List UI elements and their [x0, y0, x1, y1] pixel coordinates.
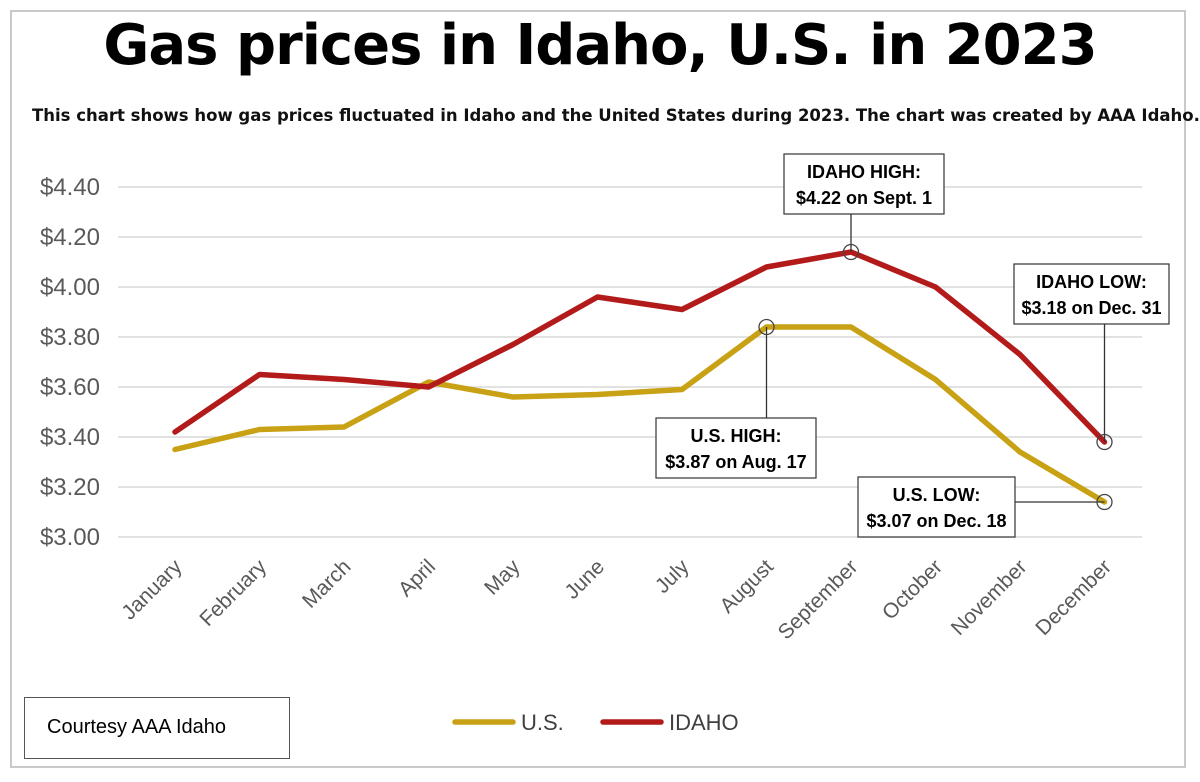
x-tick-label: March [298, 555, 356, 613]
courtesy-box: Courtesy AAA Idaho [24, 697, 290, 759]
y-tick-label: $3.40 [40, 424, 100, 451]
x-tick-label: April [394, 555, 440, 601]
x-tick-label: December [1031, 555, 1116, 640]
annotation-box [1013, 263, 1170, 325]
annotation-line2: $3.18 on Dec. 31 [1021, 298, 1161, 318]
x-tick-label: May [480, 555, 525, 600]
x-axis-ticks: January February March April May June July Augu… [117, 555, 1116, 644]
annotation-line1: IDAHO LOW: [1036, 272, 1147, 292]
y-tick-label: $4.20 [40, 224, 100, 251]
y-tick-label: $3.60 [40, 374, 100, 401]
x-tick-label: November [947, 555, 1032, 640]
annotation-line2: $4.22 on Sept. 1 [796, 188, 932, 208]
gridlines [118, 186, 1142, 538]
y-tick-label: $3.20 [40, 474, 100, 501]
chart-title: Gas prices in Idaho, U.S. in 2023 [103, 13, 1097, 78]
series-lines [172, 249, 1108, 505]
x-tick-label: July [651, 555, 694, 598]
chart-subtitle: This chart shows how gas prices fluctuat… [32, 106, 1200, 125]
x-tick-label: January [117, 555, 186, 624]
y-tick-label: $3.80 [40, 324, 100, 351]
y-tick-label: $3.00 [40, 524, 100, 551]
x-tick-label: February [195, 555, 271, 631]
annotation-box [783, 153, 945, 215]
annotation-marker [758, 318, 775, 336]
y-tick-label: $4.40 [40, 174, 100, 201]
annotation-box [857, 476, 1016, 538]
x-tick-label: September [774, 555, 863, 644]
y-tick-label: $4.00 [40, 274, 100, 301]
x-tick-label: August [716, 555, 779, 618]
annotation-line1: U.S. LOW: [893, 485, 981, 505]
annotation-box [655, 417, 817, 479]
series-line-idaho [172, 249, 1108, 445]
annotation-line1: IDAHO HIGH: [807, 162, 921, 182]
annotation-line2: $3.07 on Dec. 18 [866, 511, 1006, 531]
x-tick-label: June [561, 555, 609, 603]
legend-label: U.S. [521, 710, 564, 735]
y-axis-ticks: $3.00 $3.20 $3.40 $3.60 $3.80 $4.00 $4.20 $4.40 [40, 174, 100, 551]
legend-label: IDAHO [669, 710, 739, 735]
annotation-line1: U.S. HIGH: [690, 426, 781, 446]
annotations: IDAHO HIGH: $4.22 on Sept. 1 IDAHO LOW: $3.… [655, 153, 1170, 538]
x-tick-label: October [878, 555, 947, 624]
annotation-marker [1096, 493, 1113, 511]
courtesy-label: Courtesy AAA Idaho [47, 716, 227, 738]
chart-frame [10, 10, 1186, 768]
series-line-us [172, 324, 1108, 505]
annotation-line2: $3.87 on Aug. 17 [665, 452, 806, 472]
legend: U.S. IDAHO [452, 710, 739, 735]
annotation-marker [842, 243, 860, 261]
annotation-marker [1096, 433, 1113, 451]
